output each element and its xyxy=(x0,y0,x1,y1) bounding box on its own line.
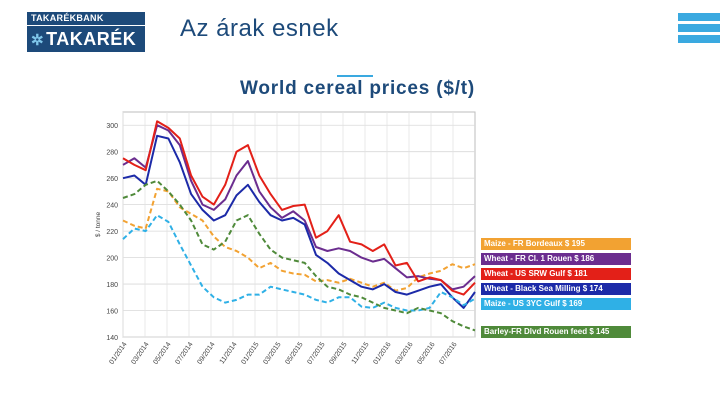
x-tick-label: 01/2015 xyxy=(240,341,260,366)
y-tick-label: 220 xyxy=(106,229,118,236)
x-tick-label: 03/2014 xyxy=(130,341,150,366)
y-tick-label: 300 xyxy=(106,123,118,130)
chart-legend: Maize - FR Bordeaux $ 195 Wheat - FR Cl. … xyxy=(481,238,631,341)
logo-top-text: TAKARÉKBANK xyxy=(27,12,145,25)
x-tick-label: 01/2016 xyxy=(372,341,392,366)
legend-entry: Maize - FR Bordeaux $ 195 xyxy=(481,238,631,250)
x-tick-label: 07/2014 xyxy=(174,341,194,366)
legend-entry: Barley-FR Dlvd Rouen feed $ 145 xyxy=(481,326,631,338)
series-line-2 xyxy=(122,120,476,296)
x-tick-label: 07/2015 xyxy=(306,341,326,366)
x-tick-label: 03/2016 xyxy=(394,341,414,366)
y-tick-label: 140 xyxy=(106,335,118,342)
x-tick-label: 11/2014 xyxy=(219,341,239,365)
chart-title-accent xyxy=(337,75,373,77)
y-tick-label: 160 xyxy=(106,309,118,316)
legend-entry: Maize - US 3YC Gulf $ 169 xyxy=(481,298,631,310)
x-tick-label: 07/2016 xyxy=(438,341,458,366)
y-tick-label: 260 xyxy=(106,176,118,183)
x-tick-label: 09/2014 xyxy=(196,341,216,366)
x-tick-label: 03/2015 xyxy=(262,341,282,366)
series-line-3 xyxy=(122,134,476,309)
corner-bar xyxy=(678,35,720,43)
y-tick-label: 180 xyxy=(106,282,118,289)
corner-bar xyxy=(678,24,720,32)
x-tick-label: 05/2014 xyxy=(152,341,172,366)
logo-bottom-text: TAKARÉK xyxy=(46,29,137,49)
legend-entry: Wheat - FR Cl. 1 Rouen $ 186 xyxy=(481,253,631,265)
corner-decoration xyxy=(678,13,720,46)
y-axis-label: $ / tonne xyxy=(95,211,102,237)
x-tick-label: 05/2015 xyxy=(284,341,304,366)
legend-entry: Wheat - US SRW Gulf $ 181 xyxy=(481,268,631,280)
series-line-4 xyxy=(122,214,476,312)
chart-title: World cereal prices ($/t) xyxy=(240,78,476,99)
x-tick-label: 09/2015 xyxy=(328,341,348,366)
series-line-5 xyxy=(122,179,476,332)
legend-entry: Wheat - Black Sea Milling $ 174 xyxy=(481,283,631,295)
page-title: Az árak esnek xyxy=(180,15,339,42)
y-tick-label: 280 xyxy=(106,150,118,157)
x-tick-label: 01/2014 xyxy=(108,341,128,366)
logo-mark-icon: ✲ xyxy=(31,32,45,49)
y-tick-label: 240 xyxy=(106,203,118,210)
corner-bar xyxy=(678,13,720,21)
logo-bottom-bar: ✲ TAKARÉK xyxy=(27,26,145,52)
x-tick-label: 05/2016 xyxy=(416,341,436,366)
series-line-1 xyxy=(122,124,476,291)
x-tick-label: 11/2015 xyxy=(351,341,371,365)
takarek-logo: TAKARÉKBANK ✲ TAKARÉK xyxy=(27,12,145,52)
y-tick-label: 200 xyxy=(106,256,118,263)
